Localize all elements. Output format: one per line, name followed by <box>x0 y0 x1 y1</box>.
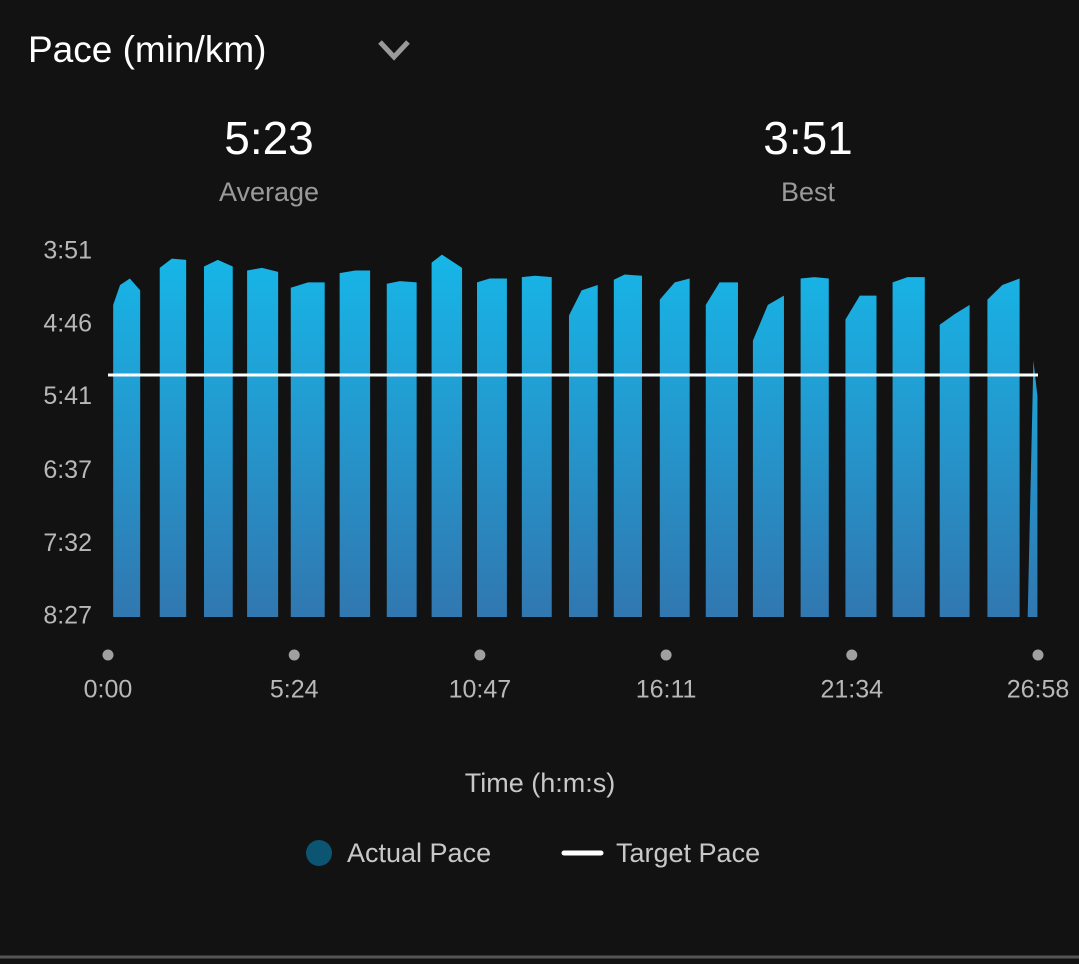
x-tick-dot <box>660 649 672 661</box>
legend-label: Target Pace <box>616 838 760 868</box>
y-tick-label: 7:32 <box>43 529 92 557</box>
stat-value: 5:23 <box>224 112 314 164</box>
y-tick-label: 8:27 <box>43 602 92 630</box>
x-tick-label: 10:47 <box>449 676 512 704</box>
y-tick-label: 3:51 <box>43 237 92 265</box>
chart-title: Pace (min/km) <box>28 29 266 70</box>
stat-label: Average <box>219 177 319 207</box>
x-tick-label: 21:34 <box>820 676 883 704</box>
x-axis-title: Time (h:m:s) <box>465 768 616 798</box>
dropdown-chevron[interactable] <box>378 40 410 61</box>
x-tick-dot <box>288 649 300 661</box>
x-tick-label: 26:58 <box>1007 676 1070 704</box>
y-tick-label: 4:46 <box>43 309 92 337</box>
stat-value: 3:51 <box>763 112 853 164</box>
y-tick-label: 6:37 <box>43 456 92 484</box>
x-tick-dot <box>846 649 858 661</box>
y-tick-label: 5:41 <box>43 382 92 410</box>
stat-label: Best <box>781 177 836 207</box>
x-tick-label: 16:11 <box>636 676 697 704</box>
x-tick-label: 0:00 <box>84 676 133 704</box>
legend-label: Actual Pace <box>347 838 491 868</box>
x-tick-label: 5:24 <box>270 676 319 704</box>
x-tick-dot <box>1032 649 1044 661</box>
x-tick-dot <box>102 649 114 661</box>
pace-area <box>113 254 1038 617</box>
legend-swatch <box>306 840 332 866</box>
x-tick-dot <box>474 649 486 661</box>
